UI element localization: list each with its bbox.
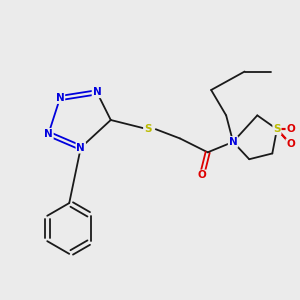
Text: N: N <box>56 93 64 103</box>
Text: N: N <box>76 143 85 153</box>
Text: O: O <box>197 170 206 180</box>
Text: O: O <box>286 139 295 149</box>
Text: S: S <box>273 124 281 134</box>
Text: N: N <box>44 129 53 139</box>
Text: N: N <box>92 87 101 97</box>
Text: S: S <box>144 124 152 134</box>
Text: O: O <box>286 124 295 134</box>
Text: N: N <box>229 137 238 147</box>
